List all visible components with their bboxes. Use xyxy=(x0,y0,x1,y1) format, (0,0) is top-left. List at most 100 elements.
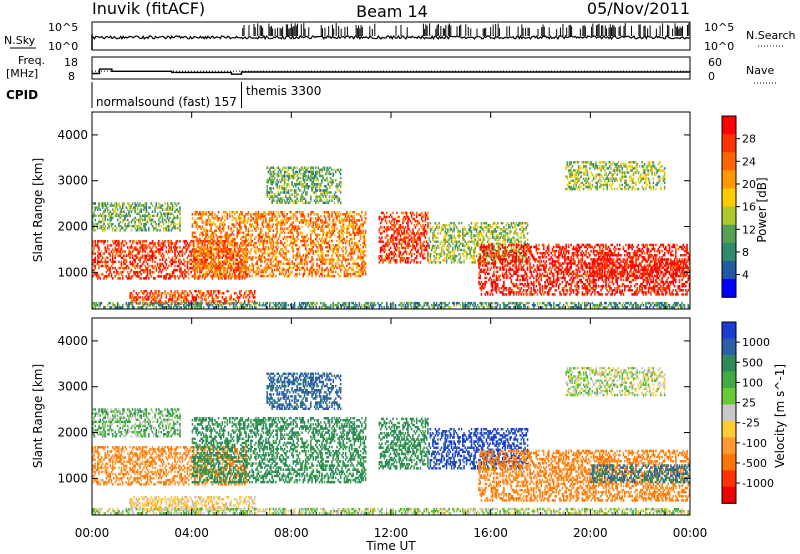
power-echo-cell xyxy=(239,217,241,220)
power-echo-cell xyxy=(253,241,256,245)
power-echo-cell xyxy=(133,264,135,268)
power-echo-cell xyxy=(229,260,231,263)
power-echo-cell xyxy=(184,289,186,293)
power-echo-cell xyxy=(160,248,163,251)
power-echo-cell xyxy=(210,270,212,274)
power-echo-cell xyxy=(261,213,263,216)
power-echo-cell xyxy=(146,262,149,266)
power-echo-cell xyxy=(216,235,219,239)
power-echo-cell xyxy=(150,289,153,293)
power-echo-cell xyxy=(109,258,111,262)
power-echo-cell xyxy=(217,262,220,265)
power-echo-cell xyxy=(219,254,221,257)
power-echo-cell xyxy=(217,300,220,303)
power-echo-cell xyxy=(116,270,119,274)
power-echo-cell xyxy=(131,300,134,303)
power-echo-cell xyxy=(263,215,266,218)
power-echo-cell xyxy=(186,298,189,301)
power-echo-cell xyxy=(266,221,268,224)
power-echo-cell xyxy=(145,204,148,207)
power-echo-cell xyxy=(130,224,133,228)
power-echo-cell xyxy=(121,206,124,209)
power-echo-cell xyxy=(184,298,186,301)
power-echo-cell xyxy=(207,235,210,239)
power-echo-cell xyxy=(148,264,150,268)
power-echo-cell xyxy=(141,250,144,253)
power-echo-cell xyxy=(130,220,133,224)
power-echo-cell xyxy=(141,296,144,299)
power-echo-cell xyxy=(148,212,150,216)
power-echo-cell xyxy=(210,268,212,272)
power-echo-cell xyxy=(386,221,388,225)
power-echo-cell xyxy=(133,289,135,293)
power-echo-cell xyxy=(144,202,146,205)
power-echo-cell xyxy=(261,268,263,272)
power-echo-cell xyxy=(123,229,125,232)
power-echo-cell xyxy=(237,262,240,266)
power-echo-cell xyxy=(265,221,267,224)
power-echo-cell xyxy=(265,233,267,237)
power-echo-cell xyxy=(417,248,419,252)
power-echo-cell xyxy=(93,260,95,264)
power-echo-cell xyxy=(210,274,212,278)
power-echo-cell xyxy=(101,204,104,207)
power-echo-cell xyxy=(438,226,440,229)
power-echo-cell xyxy=(283,231,286,235)
power-echo-cell xyxy=(111,240,114,243)
power-echo-cell xyxy=(209,250,211,253)
power-echo-cell xyxy=(136,262,139,266)
power-echo-cell xyxy=(270,243,272,247)
power-echo-cell xyxy=(287,189,290,192)
power-echo-cell xyxy=(192,264,195,268)
power-echo-cell xyxy=(151,214,154,218)
power-echo-cell xyxy=(204,239,206,243)
power-echo-cell xyxy=(163,302,165,305)
power-echo-cell xyxy=(119,204,121,207)
power-echo-cell xyxy=(195,296,197,299)
power-echo-cell xyxy=(239,250,241,253)
power-echo-cell xyxy=(165,262,168,266)
power-echo-cell xyxy=(155,268,158,272)
power-echo-cell xyxy=(271,252,273,255)
power-echo-cell xyxy=(217,217,220,220)
power-echo-cell xyxy=(247,266,250,270)
power-echo-cell xyxy=(236,274,239,278)
power-echo-cell xyxy=(250,241,252,245)
power-echo-cell xyxy=(144,302,146,305)
power-echo-cell xyxy=(163,229,165,232)
power-echo-cell xyxy=(339,176,342,180)
power-echo-cell xyxy=(111,277,114,280)
power-echo-cell xyxy=(151,242,154,245)
power-echo-cell xyxy=(219,239,221,243)
power-echo-cell xyxy=(288,185,291,188)
power-echo-cell xyxy=(141,229,144,232)
power-echo-cell xyxy=(130,298,133,301)
power-echo-cell xyxy=(116,248,119,251)
power-echo-cell xyxy=(205,275,207,278)
power-echo-cell xyxy=(247,237,250,241)
power-echo-cell xyxy=(248,256,251,259)
power-echo-cell xyxy=(272,274,275,278)
power-echo-cell xyxy=(216,237,219,241)
power-echo-cell xyxy=(176,208,179,211)
power-echo-cell xyxy=(242,258,245,261)
power-echo-cell xyxy=(170,208,173,211)
power-echo-cell xyxy=(210,294,212,297)
power-echo-cell xyxy=(138,258,140,262)
power-echo-cell xyxy=(323,274,326,278)
power-echo-cell xyxy=(252,219,255,222)
power-echo-cell xyxy=(172,220,175,224)
power-echo-cell xyxy=(224,233,226,237)
power-echo-cell xyxy=(155,226,158,230)
power-echo-cell xyxy=(92,220,94,224)
power-echo-cell xyxy=(104,226,107,230)
power-echo-cell xyxy=(109,218,111,222)
power-echo-cell xyxy=(104,250,107,253)
power-echo-cell xyxy=(124,222,126,226)
power-echo-cell xyxy=(217,289,220,293)
power-echo-cell xyxy=(160,262,163,266)
power-echo-cell xyxy=(199,233,201,237)
power-echo-cell xyxy=(205,258,207,262)
power-echo-cell xyxy=(143,218,145,222)
power-echo-cell xyxy=(205,227,207,230)
